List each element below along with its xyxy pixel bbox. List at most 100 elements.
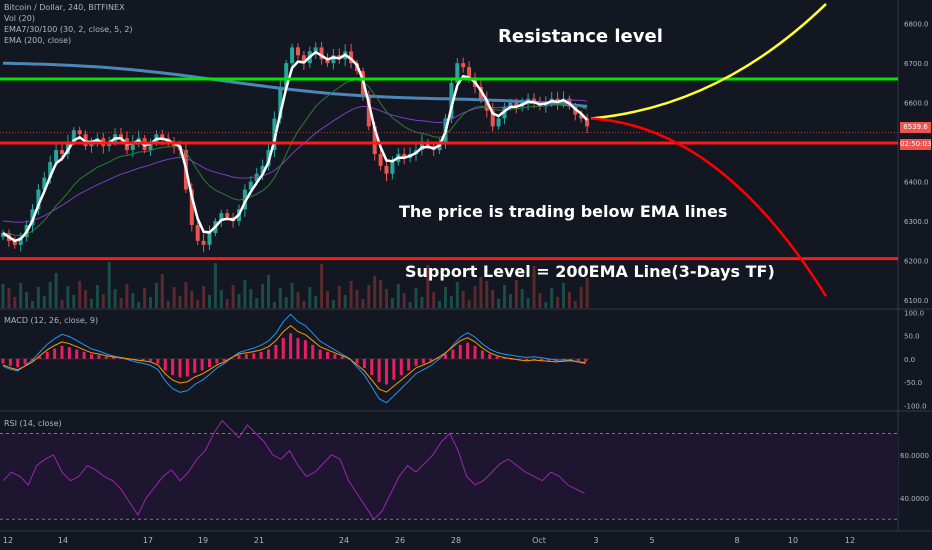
macd-histogram-bar <box>539 358 543 361</box>
candle-body <box>278 86 283 119</box>
candle-body <box>272 118 277 151</box>
candle-body <box>372 126 377 154</box>
volume-bar <box>7 288 11 308</box>
macd-histogram-bar <box>252 353 256 359</box>
volume-bar <box>532 266 536 308</box>
macd-histogram-bar <box>458 344 462 359</box>
time-tick-label: 17 <box>143 536 153 545</box>
macd-histogram-bar <box>23 358 27 365</box>
macd-histogram-bar <box>134 358 138 360</box>
indicator-ema200[interactable]: EMA (200, close) <box>4 36 72 45</box>
volume-bar <box>455 282 459 308</box>
macd-pane-label[interactable]: MACD (12, 26, close, 9) <box>4 316 99 325</box>
candle-body <box>366 94 371 127</box>
macd-histogram-bar <box>503 357 506 359</box>
candle-body <box>254 173 259 182</box>
macd-histogram-bar <box>82 351 86 359</box>
volume-bar <box>556 297 560 308</box>
volume-bar <box>320 264 324 308</box>
candle-body <box>484 98 489 111</box>
candle-body <box>461 63 466 68</box>
time-tick-label: Oct <box>532 536 546 545</box>
candle-body <box>207 232 212 245</box>
macd-histogram-bar <box>171 358 175 376</box>
volume-bar <box>249 289 253 308</box>
volume-bar <box>349 281 353 308</box>
volume-bar <box>373 276 377 308</box>
macd-histogram-bar <box>230 357 234 359</box>
time-tick-label: 10 <box>788 536 798 545</box>
macd-histogram-bar <box>311 344 315 359</box>
volume-bar <box>284 297 288 308</box>
candle-body <box>579 114 584 119</box>
macd-histogram-bar <box>38 356 42 359</box>
volume-bar <box>278 288 282 308</box>
volume-bar <box>461 291 465 308</box>
price-tick-label: 6200.0 <box>904 258 929 266</box>
volume-bar <box>160 274 164 308</box>
macd-histogram-bar <box>318 349 322 359</box>
candle-body <box>514 102 519 107</box>
candle-body <box>1 232 5 237</box>
candle-body <box>130 142 135 151</box>
macd-histogram-bar <box>97 355 101 359</box>
rsi-band <box>0 433 898 520</box>
candle-body <box>384 165 389 174</box>
macd-histogram-bar <box>429 358 433 362</box>
volume-bar <box>231 285 235 308</box>
candle-body <box>260 165 265 174</box>
macd-histogram-bar <box>156 358 160 364</box>
macd-histogram-bar <box>60 345 64 359</box>
candle-body <box>284 63 289 87</box>
candle-body <box>119 134 123 139</box>
volume-bar <box>190 291 194 308</box>
volume-bar <box>137 302 141 308</box>
candle-body <box>225 213 230 218</box>
countdown-tag: 02:50:03 <box>900 139 932 150</box>
candle-body <box>189 189 194 226</box>
volume-bar <box>491 290 495 308</box>
indicator-ema-set[interactable]: EMA7/30/100 (30, 2, close, 5, 2) <box>4 25 133 34</box>
rsi-pane-label[interactable]: RSI (14, close) <box>4 419 62 428</box>
time-tick-label: 5 <box>649 536 654 545</box>
volume-bar <box>520 289 524 308</box>
volume-bar <box>479 277 483 308</box>
candle-body <box>48 161 53 178</box>
volume-bar <box>379 280 383 308</box>
macd-histogram-bar <box>237 355 241 359</box>
macd-histogram-bar <box>1 358 5 364</box>
below-ema-annotation: The price is trading below EMA lines <box>399 202 728 221</box>
bearish-projection <box>591 117 828 297</box>
volume-bar <box>497 299 501 308</box>
volume-bar <box>25 292 29 308</box>
macd-histogram-bar <box>451 349 455 359</box>
volume-bar <box>125 284 129 308</box>
volume-bar <box>485 281 489 308</box>
volume-bar <box>302 301 306 308</box>
time-tick-label: 19 <box>198 536 208 545</box>
candle-body <box>313 47 318 52</box>
macd-histogram-bar <box>510 358 514 360</box>
macd-histogram-bar <box>436 357 440 359</box>
volume-bar <box>343 295 347 308</box>
volume-bar <box>261 284 265 308</box>
macd-histogram-bar <box>90 354 93 359</box>
indicator-volume[interactable]: Vol (20) <box>4 14 35 23</box>
macd-histogram-bar <box>163 358 167 371</box>
macd-histogram-bar <box>208 358 211 368</box>
time-tick-label: 12 <box>845 536 855 545</box>
volume-bar <box>526 298 530 308</box>
volume-bar <box>467 300 471 308</box>
resistance-annotation: Resistance level <box>498 26 663 47</box>
volume-bar <box>355 290 359 308</box>
volume-bar <box>514 280 518 308</box>
last-price-tag: 6539.6 <box>900 122 931 133</box>
symbol-title[interactable]: Bitcoin / Dollar, 240, BITFINEX <box>4 3 125 12</box>
volume-bar <box>414 288 418 308</box>
macd-histogram-bar <box>385 358 388 385</box>
volume-bar <box>562 283 565 308</box>
volume-bar <box>367 285 371 308</box>
macd-histogram-bar <box>267 349 270 359</box>
price-tick-label: 6700.0 <box>904 60 929 68</box>
